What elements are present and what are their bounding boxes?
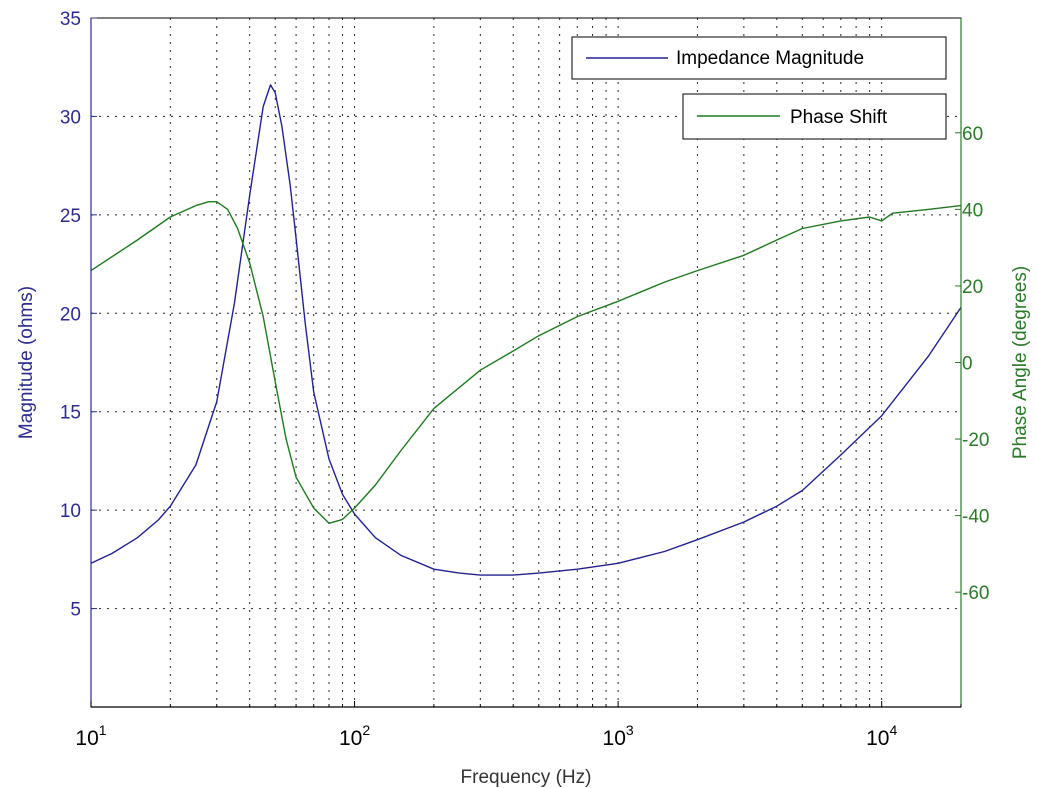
y-right-tick-label: 20 [962,277,983,298]
x-tick-label: 104 [866,722,897,750]
y-left-tick-label: 20 [60,304,81,325]
y-left-tick-label: 35 [60,9,81,30]
phase-line [90,200,962,524]
y-axis-left-label: Magnitude (ohms) [16,286,37,439]
grid-lines [91,18,961,707]
y-left-tick-label: 15 [60,403,81,424]
legend-phase: Phase Shift [682,93,947,140]
x-tick-label: 101 [75,722,106,750]
x-tick-label: 102 [339,722,370,750]
x-axis-label: Frequency (Hz) [461,767,592,788]
y-right-tick-label: -60 [962,583,989,604]
legend-magnitude: Impedance Magnitude [571,36,947,80]
y-right-tick-label: 40 [962,200,983,221]
legend-magnitude-label: Impedance Magnitude [676,48,864,69]
y-left-tick-label: 30 [60,107,81,128]
y-right-tick-label: 60 [962,124,983,145]
magnitude-line [90,84,962,576]
y-left-tick-label: 5 [70,600,81,621]
series-lines [90,84,962,576]
x-tick-label: 103 [603,722,634,750]
legend-phase-label: Phase Shift [790,107,888,128]
y-left-tick-label: 10 [60,501,81,522]
tick-labels: 5 10 15 20 25 30 35 -60 -40 -20 0 20 40 60 101 102 103 10… [60,9,990,750]
y-right-tick-label: 0 [962,354,973,375]
y-right-tick-label: -40 [962,507,989,528]
y-axis-right-label: Phase Angle (degrees) [1010,266,1031,459]
y-left-tick-label: 25 [60,206,81,227]
y-right-tick-label: -20 [962,430,989,451]
